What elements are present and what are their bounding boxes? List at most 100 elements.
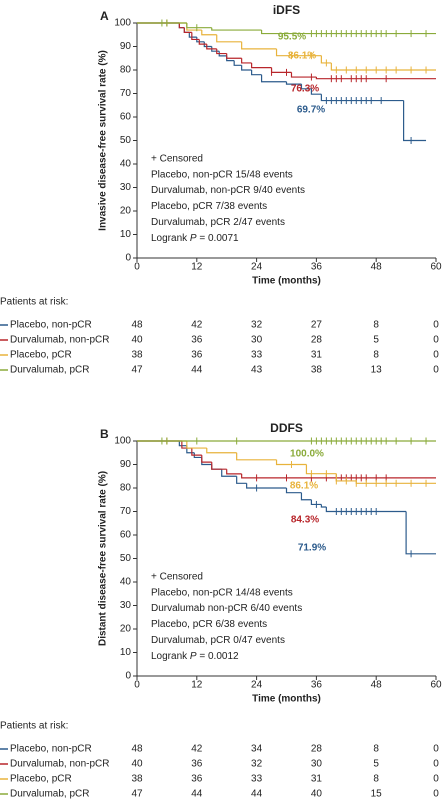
at-risk-count: 38 bbox=[131, 774, 143, 785]
at-risk-count: 47 bbox=[131, 365, 143, 376]
at-risk-count: 27 bbox=[311, 320, 323, 331]
at-risk-title: Patients at risk: bbox=[0, 721, 68, 732]
km-step bbox=[183, 27, 192, 33]
km-curve bbox=[137, 440, 436, 558]
legend-line: Placebo, non-pCR 14/48 events bbox=[151, 587, 293, 598]
logrank-p: P bbox=[190, 233, 197, 244]
km-curve bbox=[137, 437, 436, 445]
legend-line: Durvalumab non-pCR 6/40 events bbox=[151, 603, 302, 614]
rate-annotation: 71.9% bbox=[298, 543, 326, 554]
x-tick-label: 48 bbox=[371, 680, 383, 691]
km-step bbox=[193, 452, 202, 459]
censor-legend: + Censored bbox=[151, 154, 203, 165]
logrank-text: Logrank bbox=[151, 233, 188, 244]
x-tick-label: 0 bbox=[134, 680, 140, 691]
legend-line: Placebo, non-pCR 15/48 events bbox=[151, 169, 293, 180]
km-step bbox=[260, 74, 287, 83]
legend-label: Placebo, non-pCR bbox=[10, 320, 92, 331]
km-step bbox=[216, 48, 227, 55]
km-step bbox=[300, 492, 312, 501]
at-risk-count: 42 bbox=[191, 744, 203, 755]
y-tick-label: 90 bbox=[120, 459, 132, 470]
y-tick-label: 60 bbox=[120, 112, 132, 123]
legend-label: Durvalumab, pCR bbox=[10, 365, 89, 376]
y-tick-label: 80 bbox=[120, 65, 132, 76]
y-tick-label: 0 bbox=[125, 671, 131, 682]
chart-title: iDFS bbox=[273, 3, 300, 17]
x-tick-label: 12 bbox=[191, 680, 203, 691]
y-tick-label: 80 bbox=[120, 483, 132, 494]
at-risk-count: 36 bbox=[191, 335, 203, 346]
y-tick-label: 0 bbox=[125, 253, 131, 264]
censor-legend: + Censored bbox=[151, 572, 203, 583]
at-risk-count: 32 bbox=[251, 759, 263, 770]
y-tick-label: 100 bbox=[114, 18, 131, 29]
km-step bbox=[315, 77, 436, 80]
legend-label: Durvalumab, non-pCR bbox=[10, 759, 110, 770]
at-risk-count: 38 bbox=[311, 365, 323, 376]
km-step bbox=[226, 53, 242, 59]
chart-title: DDFS bbox=[270, 421, 303, 435]
y-tick-label: 70 bbox=[120, 506, 132, 517]
at-risk-count: 5 bbox=[373, 335, 379, 346]
at-risk-count: 44 bbox=[251, 789, 263, 800]
x-tick-label: 0 bbox=[134, 262, 140, 273]
km-step bbox=[270, 67, 292, 73]
km-step bbox=[203, 41, 212, 48]
km-step bbox=[186, 23, 202, 31]
y-tick-label: 10 bbox=[120, 647, 132, 658]
legend-label: Durvalumab, pCR bbox=[10, 789, 89, 800]
km-step bbox=[320, 55, 332, 64]
km-step bbox=[260, 30, 436, 35]
x-tick-label: 24 bbox=[251, 680, 263, 691]
rate-annotation: 84.3% bbox=[291, 515, 319, 526]
at-risk-count: 33 bbox=[251, 350, 263, 361]
at-risk-count: 48 bbox=[131, 320, 143, 331]
legend-label: Placebo, pCR bbox=[10, 350, 72, 361]
legend-label: Placebo, non-pCR bbox=[10, 744, 92, 755]
legend-line: Durvalumab, non-pCR 9/40 events bbox=[151, 185, 305, 196]
km-step bbox=[320, 504, 327, 508]
km-step bbox=[188, 32, 197, 38]
at-risk-count: 43 bbox=[251, 365, 263, 376]
rate-annotation: 86.1% bbox=[290, 481, 318, 492]
km-step bbox=[236, 452, 277, 461]
km-step bbox=[403, 100, 427, 142]
x-tick-label: 48 bbox=[371, 262, 383, 273]
y-tick-label: 60 bbox=[120, 530, 132, 541]
km-step bbox=[236, 476, 247, 484]
km-step bbox=[325, 507, 407, 513]
at-risk-count: 36 bbox=[191, 350, 203, 361]
y-axis-label: Invasive disease-free survival rate (%) bbox=[98, 50, 109, 231]
y-tick-label: 50 bbox=[120, 553, 132, 564]
x-axis-label: Time (months) bbox=[252, 276, 321, 287]
km-step bbox=[196, 37, 205, 43]
logrank-text: Logrank bbox=[151, 651, 188, 662]
x-tick-label: 36 bbox=[311, 262, 323, 273]
y-tick-label: 20 bbox=[120, 206, 132, 217]
legend-line: Placebo, pCR 6/38 events bbox=[151, 619, 267, 630]
at-risk-count: 28 bbox=[311, 335, 323, 346]
at-risk-count: 0 bbox=[433, 759, 439, 770]
at-risk-count: 0 bbox=[433, 744, 439, 755]
x-tick-label: 24 bbox=[251, 262, 263, 273]
km-step bbox=[251, 62, 272, 69]
at-risk-title: Patients at risk: bbox=[0, 297, 68, 308]
panel-label: A bbox=[100, 9, 109, 23]
at-risk-count: 0 bbox=[433, 350, 439, 361]
legend-label: Placebo, pCR bbox=[10, 774, 72, 785]
legend-line: Durvalumab, pCR 2/47 events bbox=[151, 217, 285, 228]
at-risk-count: 31 bbox=[311, 350, 323, 361]
y-tick-label: 50 bbox=[120, 135, 132, 146]
at-risk-count: 0 bbox=[433, 365, 439, 376]
x-tick-label: 36 bbox=[311, 680, 323, 691]
km-step bbox=[178, 441, 187, 447]
y-tick-label: 100 bbox=[114, 436, 131, 447]
at-risk-count: 36 bbox=[191, 774, 203, 785]
km-step bbox=[310, 88, 322, 95]
x-tick-label: 60 bbox=[430, 680, 442, 691]
at-risk-count: 33 bbox=[251, 774, 263, 785]
at-risk-count: 48 bbox=[131, 744, 143, 755]
km-step bbox=[186, 441, 207, 449]
y-tick-label: 10 bbox=[120, 229, 132, 240]
